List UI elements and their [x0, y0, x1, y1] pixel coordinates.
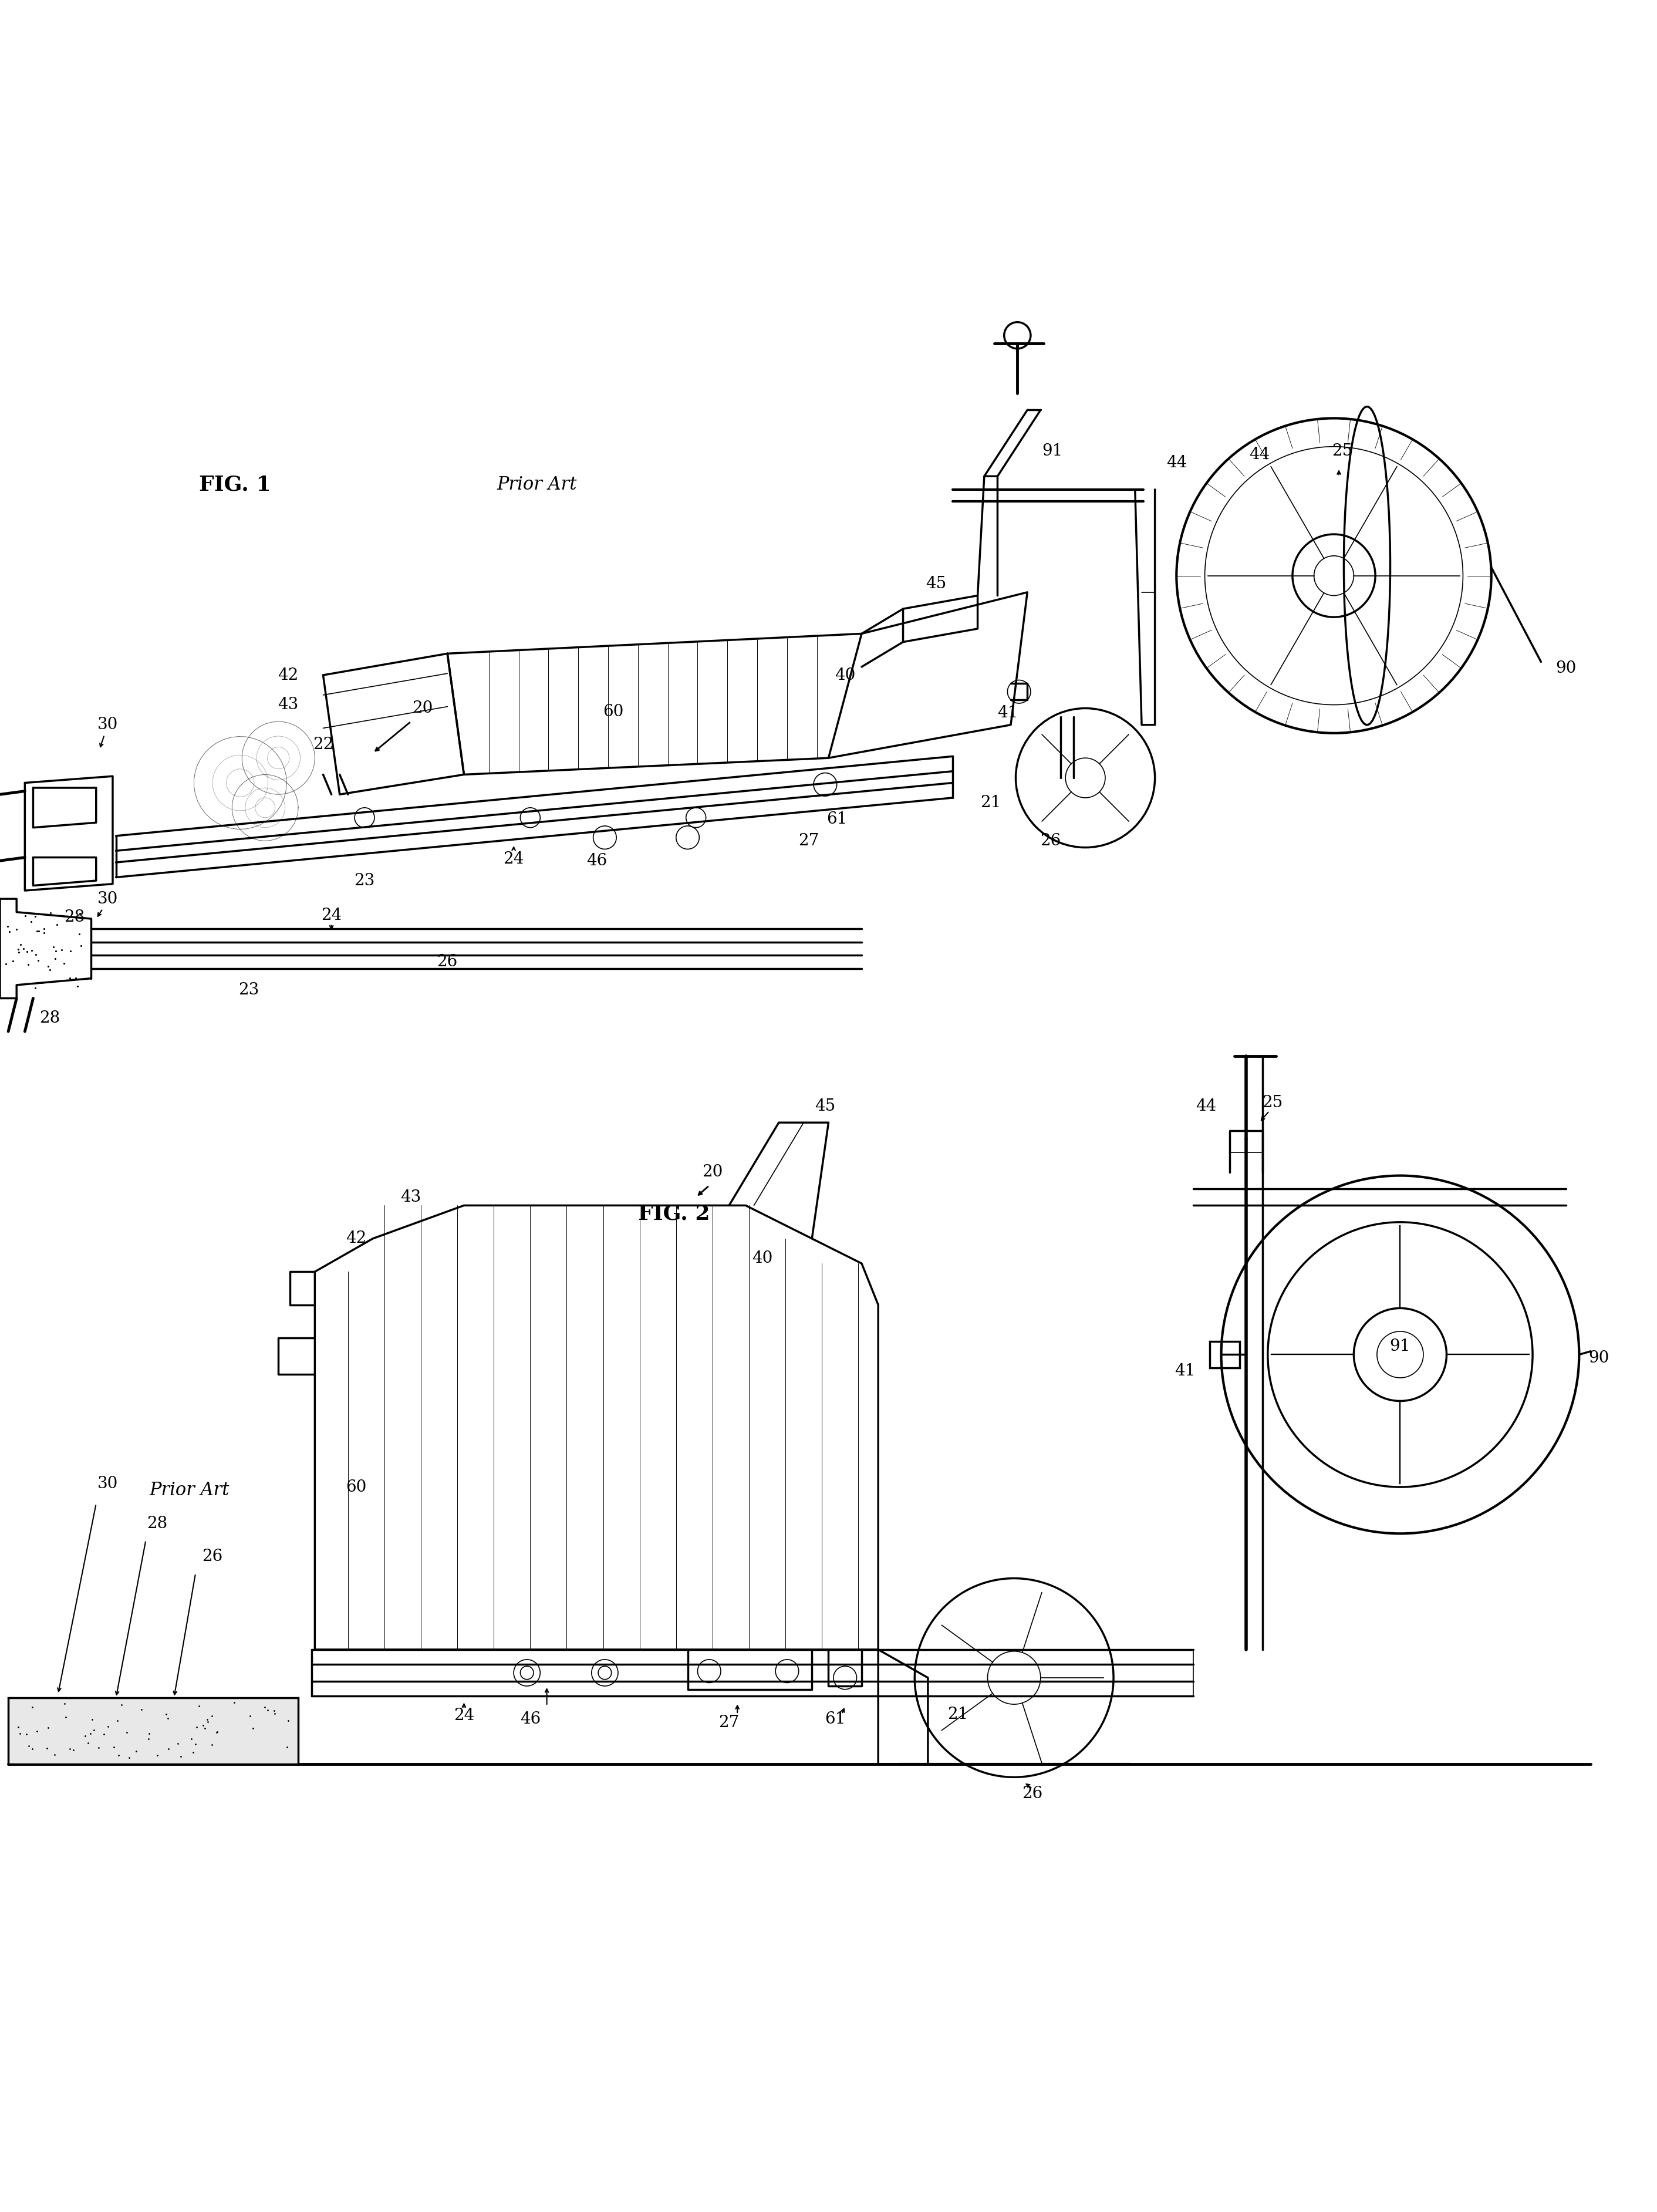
Text: 61: 61 [825, 1712, 845, 1728]
Text: 25: 25 [1263, 1095, 1283, 1110]
Text: 27: 27 [799, 834, 819, 849]
Text: 21: 21 [981, 794, 1001, 810]
Text: 24: 24 [504, 852, 524, 867]
Text: FIG. 2: FIG. 2 [638, 1203, 709, 1223]
Text: 23: 23 [355, 874, 374, 889]
Text: 30: 30 [98, 1475, 118, 1491]
Text: 28: 28 [65, 909, 85, 925]
Text: 20: 20 [413, 701, 432, 717]
Text: 30: 30 [98, 891, 118, 907]
Text: 42: 42 [278, 668, 298, 684]
Text: 90: 90 [1589, 1349, 1609, 1365]
Text: 28: 28 [147, 1515, 167, 1531]
Text: 28: 28 [40, 1011, 60, 1026]
Bar [8, 1697, 298, 1763]
Text: 21: 21 [948, 1705, 968, 1723]
Text: 43: 43 [401, 1190, 421, 1206]
Text: 46: 46 [587, 854, 606, 869]
Text: FIG. 1: FIG. 1 [199, 476, 270, 495]
Text: 40: 40 [752, 1250, 772, 1267]
Text: 91: 91 [1042, 442, 1062, 460]
Text: 60: 60 [346, 1480, 366, 1495]
Text: 25: 25 [1332, 442, 1352, 460]
Text: 90: 90 [1556, 661, 1576, 677]
Text: 42: 42 [346, 1230, 366, 1248]
Text: 44: 44 [1249, 447, 1269, 462]
Text: 44: 44 [1196, 1097, 1216, 1115]
Text: Prior Art: Prior Art [149, 1482, 229, 1500]
Text: 60: 60 [603, 703, 623, 719]
Text: 46: 46 [520, 1712, 540, 1728]
Text: 26: 26 [437, 953, 457, 969]
Text: 23: 23 [239, 982, 258, 998]
Text: 22: 22 [313, 737, 333, 752]
Text: 45: 45 [815, 1097, 835, 1115]
Text: 44: 44 [1167, 456, 1186, 471]
Text: 27: 27 [719, 1714, 739, 1730]
Text: 43: 43 [278, 697, 298, 712]
Text: Prior Art: Prior Art [497, 476, 577, 493]
Text: 41: 41 [998, 706, 1017, 721]
Text: 24: 24 [321, 907, 341, 922]
Text: 91: 91 [1390, 1338, 1410, 1354]
Text: 26: 26 [1041, 834, 1060, 849]
Text: 24: 24 [454, 1708, 474, 1723]
Text: 20: 20 [703, 1164, 722, 1181]
Text: 40: 40 [835, 668, 855, 684]
Bar [1210, 1340, 1239, 1367]
Text: 26: 26 [1022, 1785, 1042, 1803]
Text: 41: 41 [1175, 1363, 1195, 1378]
Text: 30: 30 [98, 717, 118, 732]
Text: 26: 26 [202, 1548, 222, 1564]
Text: 45: 45 [926, 575, 946, 593]
Text: 61: 61 [827, 812, 847, 827]
